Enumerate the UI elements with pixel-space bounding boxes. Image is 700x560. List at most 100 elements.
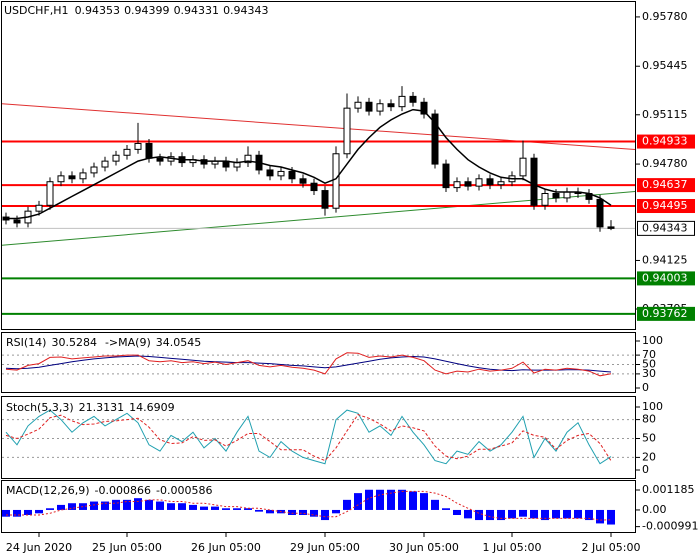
y-tick-label: 0: [642, 381, 649, 394]
candle-body: [68, 175, 76, 180]
x-tick-label: 30 Jun 05:00: [389, 541, 459, 554]
candle-body: [365, 101, 373, 112]
trend-line: [1, 190, 636, 246]
y-tick-label: 0: [642, 463, 649, 476]
macd-bar: [167, 503, 175, 510]
level-label: 0.93762: [642, 307, 688, 320]
macd-bar: [211, 506, 219, 510]
close: 0.94343: [223, 4, 269, 17]
candle-body: [541, 193, 549, 206]
rsi-header: RSI(14) 30.5284 ->MA(9) 34.0545: [6, 336, 201, 349]
macd-value: -0.000866: [95, 484, 151, 497]
level-label-box: [637, 306, 695, 321]
candle-body: [112, 154, 120, 162]
candle-body: [530, 157, 538, 206]
macd-bar: [101, 501, 109, 510]
macd-bar: [475, 509, 483, 521]
candle-body: [101, 160, 109, 168]
candle-body: [266, 169, 274, 177]
macd-bar: [431, 499, 439, 510]
symbol: USDCHF,H1: [4, 4, 69, 17]
stoch-value: 21.3131: [79, 401, 125, 414]
rsi-ma-name: ->MA(9): [105, 336, 151, 349]
candle-body: [442, 163, 450, 189]
macd-bar: [2, 509, 10, 517]
level-label: 0.94495: [642, 199, 688, 212]
y-tick-label: 100: [642, 400, 663, 413]
macd-bar: [354, 493, 362, 510]
level-label: 0.94003: [642, 271, 688, 284]
macd-bar: [244, 508, 252, 510]
macd-bar: [453, 509, 461, 516]
stoch-name: Stoch(5,3,3): [6, 401, 74, 414]
x-tick-label: 25 Jun 05:00: [92, 541, 162, 554]
y-tick-label: 0.001185: [642, 483, 695, 496]
macd-bar: [156, 501, 164, 510]
level-label: 0.94933: [642, 135, 688, 148]
candle-body: [497, 181, 505, 186]
macd-bar: [420, 493, 428, 510]
candle-body: [343, 107, 351, 155]
y-tick-label: 20: [642, 450, 656, 463]
macd-bar: [541, 509, 549, 521]
candle-body: [563, 191, 571, 199]
candle-body: [156, 157, 164, 162]
rsi-ma-value: 34.0545: [156, 336, 202, 349]
macd-bar: [134, 498, 142, 510]
candle-body: [475, 178, 483, 187]
rsi-name: RSI(14): [6, 336, 46, 349]
y-tick-label: 50: [642, 432, 656, 445]
level-label-box: [637, 199, 695, 214]
price-header: USDCHF,H1 0.94353 0.94399 0.94331 0.94343: [4, 4, 269, 17]
macd-bar: [321, 509, 329, 521]
high: 0.94399: [124, 4, 170, 17]
candle-body: [46, 181, 54, 206]
candle-body: [354, 101, 362, 109]
macd-bar: [376, 489, 384, 510]
candle-body: [552, 193, 560, 199]
macd-bar: [145, 499, 153, 510]
line-series: [5, 414, 612, 462]
macd-bar: [222, 508, 230, 510]
macd-panel: [1, 480, 636, 533]
x-tick-label: 1 Jul 05:00: [483, 541, 542, 554]
candle-body: [398, 95, 406, 108]
x-tick-label: 2 Jul 05:00: [582, 541, 641, 554]
candle-body: [200, 159, 208, 165]
line-series: [5, 352, 612, 377]
price-panel: [1, 1, 636, 330]
macd-bar: [343, 499, 351, 510]
candle-body: [35, 204, 43, 212]
macd-bar: [189, 504, 197, 510]
macd-bar: [365, 489, 373, 510]
macd-bar: [178, 503, 186, 510]
y-tick-label: 0.00: [642, 503, 667, 516]
level-label-box: [637, 178, 695, 193]
macd-bar: [310, 509, 318, 517]
candle-body: [519, 157, 527, 177]
stoch-signal: 14.6909: [129, 401, 175, 414]
line-series: [5, 409, 612, 465]
macd-bar: [90, 501, 98, 510]
macd-bar: [574, 509, 582, 519]
macd-bar: [46, 508, 54, 510]
y-tick-label: -0.000991: [642, 520, 698, 533]
macd-bar: [112, 499, 120, 510]
candle-body: [288, 170, 296, 180]
macd-bar: [200, 506, 208, 510]
candle-body: [420, 101, 428, 115]
candle-body: [310, 182, 318, 192]
open: 0.94353: [75, 4, 121, 17]
macd-bar: [585, 509, 593, 521]
y-tick-label: 0.94780: [642, 157, 688, 170]
line-series: [6, 108, 612, 220]
candle-body: [244, 154, 252, 164]
macd-bar: [596, 509, 604, 524]
candle-body: [123, 148, 131, 156]
y-tick-label: 0.94125: [642, 253, 688, 266]
macd-bar: [508, 509, 516, 519]
macd-bar: [530, 509, 538, 519]
y-tick-label: 80: [642, 413, 656, 426]
